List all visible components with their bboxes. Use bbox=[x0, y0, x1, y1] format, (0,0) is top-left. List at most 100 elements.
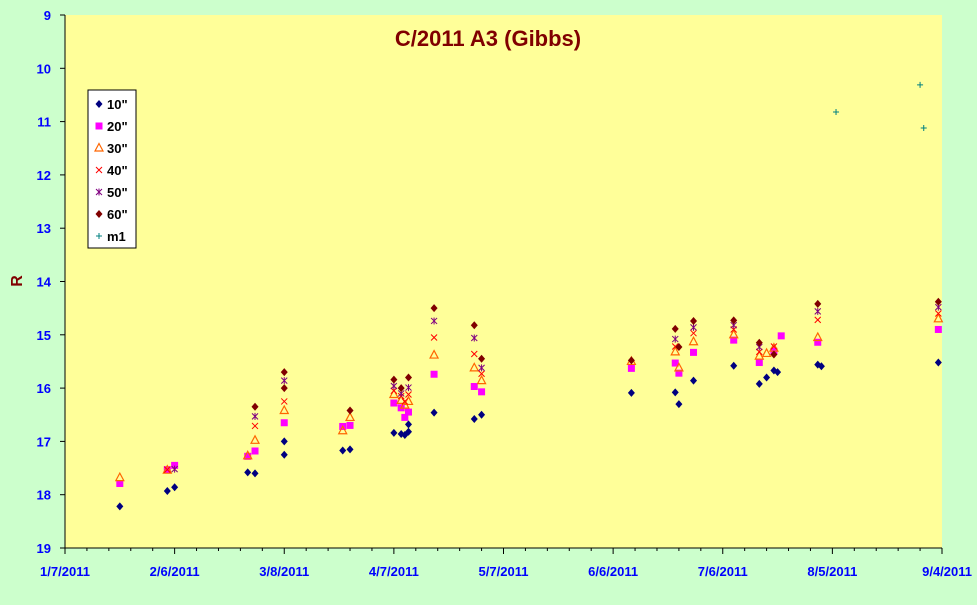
data-point bbox=[470, 383, 478, 391]
data-point bbox=[163, 466, 171, 474]
data-point bbox=[469, 362, 480, 372]
data-point bbox=[728, 329, 739, 339]
data-point bbox=[280, 450, 288, 459]
data-point bbox=[250, 434, 261, 444]
data-point bbox=[761, 347, 772, 358]
data-point bbox=[390, 399, 398, 407]
ticks-layer: 9 10 11 12 13 14 15 16 17 18 19 1/7/2011 2/6/2011 3/8… bbox=[37, 8, 972, 579]
x-tick-label: 9/4/2011 bbox=[922, 564, 972, 579]
data-point bbox=[934, 310, 942, 317]
data-point bbox=[730, 361, 738, 370]
data-point bbox=[404, 427, 412, 436]
data-point bbox=[814, 338, 822, 346]
legend-marker bbox=[95, 122, 103, 130]
data-point bbox=[388, 388, 399, 399]
data-point bbox=[777, 332, 785, 340]
data-point bbox=[763, 373, 771, 382]
data-point bbox=[476, 374, 487, 385]
data-point bbox=[244, 452, 252, 460]
legend-label: 30" bbox=[107, 141, 128, 156]
data-point bbox=[774, 368, 782, 377]
data-point bbox=[280, 377, 288, 385]
data-point bbox=[280, 437, 288, 446]
data-point bbox=[675, 400, 683, 409]
data-point bbox=[671, 324, 679, 333]
data-point bbox=[770, 350, 778, 359]
data-point bbox=[812, 331, 823, 342]
y-tick-label: 16 bbox=[37, 381, 51, 396]
x-tick-label: 5/7/2011 bbox=[479, 564, 529, 579]
data-point bbox=[934, 325, 942, 333]
x-tick-label: 6/6/2011 bbox=[588, 564, 638, 579]
legend-label: m1 bbox=[107, 229, 126, 244]
x-tick-label: 3/8/2011 bbox=[259, 564, 309, 579]
data-point bbox=[251, 469, 259, 478]
data-point bbox=[833, 109, 840, 116]
legend-box bbox=[87, 89, 137, 249]
data-point bbox=[430, 304, 438, 313]
y-tick-label: 10 bbox=[37, 61, 51, 76]
data-point bbox=[404, 420, 412, 429]
data-point bbox=[404, 373, 412, 382]
y-tick-label: 15 bbox=[37, 328, 51, 343]
data-point bbox=[401, 398, 409, 405]
y-tick-label: 17 bbox=[37, 434, 51, 449]
data-point bbox=[390, 428, 398, 437]
data-point bbox=[478, 370, 485, 378]
data-point bbox=[390, 382, 398, 390]
data-point bbox=[280, 368, 288, 377]
legend: 10" 20" 30" 40" 50" 60" m1 bbox=[87, 89, 137, 249]
y-axis-label: R bbox=[9, 275, 26, 287]
data-point bbox=[478, 354, 486, 363]
data-point bbox=[690, 329, 697, 337]
data-point bbox=[280, 419, 288, 427]
plot-area bbox=[65, 15, 942, 548]
data-point bbox=[478, 410, 486, 419]
x-tick-label: 4/7/2011 bbox=[369, 564, 419, 579]
data-point bbox=[814, 307, 822, 315]
data-point bbox=[690, 316, 698, 325]
data-point bbox=[280, 398, 288, 405]
data-point bbox=[730, 336, 738, 344]
y-tick-label: 18 bbox=[37, 488, 51, 503]
data-point bbox=[345, 411, 356, 422]
data-point bbox=[242, 450, 253, 460]
legend-marker bbox=[95, 210, 103, 218]
data-point bbox=[114, 471, 125, 482]
x-tick-label: 2/6/2011 bbox=[150, 564, 200, 579]
data-point bbox=[690, 348, 698, 356]
data-point bbox=[397, 384, 405, 393]
data-point bbox=[934, 358, 942, 367]
data-point bbox=[346, 445, 354, 454]
y-tick-label: 14 bbox=[37, 275, 52, 290]
data-point bbox=[690, 376, 698, 385]
x-tick-label: 7/6/2011 bbox=[698, 564, 748, 579]
data-point bbox=[405, 384, 412, 392]
data-point bbox=[934, 297, 942, 306]
data-point bbox=[470, 350, 478, 358]
data-point bbox=[346, 421, 354, 429]
data-point bbox=[430, 317, 438, 325]
legend-label: 20" bbox=[107, 119, 128, 134]
data-point bbox=[244, 468, 252, 477]
data-point bbox=[430, 370, 438, 378]
legend-marker bbox=[96, 233, 102, 239]
data-point bbox=[690, 323, 697, 331]
data-point bbox=[390, 375, 398, 384]
y-tick-label: 19 bbox=[37, 541, 51, 556]
y-tick-label: 13 bbox=[37, 221, 51, 236]
data-point bbox=[171, 465, 178, 473]
data-point bbox=[403, 395, 414, 406]
data-point bbox=[920, 124, 927, 131]
data-point bbox=[814, 299, 822, 308]
data-point bbox=[429, 349, 440, 359]
data-point bbox=[116, 480, 124, 488]
y-tick-label: 12 bbox=[37, 168, 51, 183]
data-point bbox=[279, 404, 290, 415]
data-point bbox=[755, 348, 763, 356]
data-point bbox=[251, 402, 259, 411]
data-point bbox=[405, 391, 412, 398]
y-tick-label: 11 bbox=[37, 115, 51, 130]
data-point bbox=[251, 412, 259, 420]
